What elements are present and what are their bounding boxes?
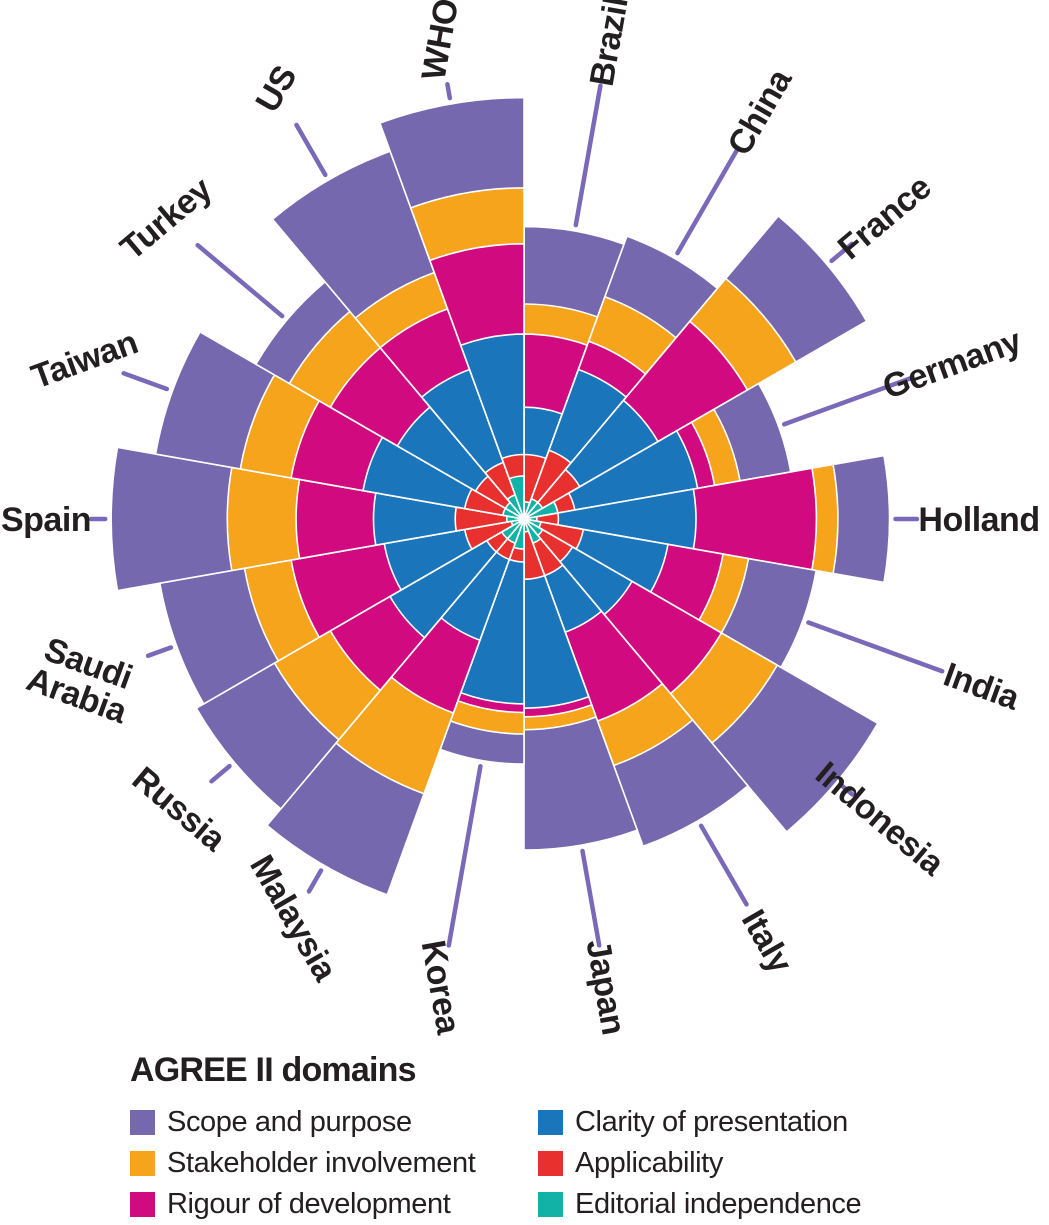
applicability-swatch-icon <box>538 1151 563 1176</box>
leader-line-taiwan <box>121 371 170 392</box>
leader-line-italy <box>698 823 749 907</box>
legend-label: Stakeholder involvement <box>167 1147 476 1179</box>
sector-indonesia <box>523 518 879 833</box>
leader-line-india <box>806 620 945 674</box>
sector-saudi-arabia <box>159 518 525 705</box>
leader-line-japan <box>580 848 602 948</box>
leader-line-russia <box>209 763 232 784</box>
leader-line-france <box>829 241 855 264</box>
leader-line-germany <box>781 375 915 427</box>
country-label-who: WHO <box>415 0 467 83</box>
country-label-japan: Japan <box>578 937 632 1038</box>
legend-item-scope-and-purpose: Scope and purpose <box>130 1102 538 1143</box>
sector-korea <box>439 518 525 765</box>
legend: AGREE II domains Scope and purpose Stake… <box>130 1050 990 1225</box>
legend-title: AGREE II domains <box>130 1051 417 1089</box>
rigour-of-development-swatch-icon <box>130 1192 155 1217</box>
country-label-malaysia: Malaysia <box>242 849 345 989</box>
legend-label: Editorial independence <box>575 1188 862 1220</box>
legend-label: Clarity of presentation <box>575 1106 848 1138</box>
country-label-spain: Spain <box>1 501 91 539</box>
country-label-china: China <box>720 62 800 162</box>
stakeholder-involvement-swatch-icon <box>130 1151 155 1176</box>
country-label-india: India <box>939 656 1026 719</box>
leader-line-who <box>445 82 453 101</box>
sector-us <box>271 150 525 520</box>
leader-line-korea <box>446 764 483 948</box>
leader-line-turkey <box>195 242 285 319</box>
rose-chart: Brazil China France Germany Holland India Indo… <box>1 0 1040 1038</box>
editorial-independence-swatch-icon <box>538 1192 563 1217</box>
leader-line-malaysia <box>306 868 324 894</box>
legend-label: Rigour of development <box>167 1188 451 1220</box>
sector-france <box>523 215 868 520</box>
sector-spain <box>110 446 525 592</box>
sector-japan <box>523 518 639 851</box>
country-label-korea: Korea <box>414 937 468 1038</box>
country-label-saudi-arabia: SaudiArabia <box>22 628 145 731</box>
country-label-taiwan: Taiwan <box>26 323 142 396</box>
legend-grid: Scope and purpose Stakeholder involvemen… <box>130 1102 990 1225</box>
scope-and-purpose-swatch-icon <box>130 1110 155 1135</box>
sector-china <box>523 235 719 520</box>
country-label-indonesia: Indonesia <box>808 755 952 884</box>
legend-item-stakeholder-involvement: Stakeholder involvement <box>130 1143 538 1184</box>
country-label-brazil: Brazil <box>583 0 636 89</box>
leader-line-saudi-arabia <box>145 645 174 659</box>
wedge-who-editorial-independence <box>508 475 525 520</box>
legend-label: Applicability <box>575 1147 723 1179</box>
sector-brazil <box>523 225 625 520</box>
sector-india <box>523 518 817 669</box>
sector-germany <box>523 382 792 520</box>
legend-item-editorial-independence: Editorial independence <box>538 1184 990 1225</box>
country-label-us: US <box>248 60 304 119</box>
sector-holland <box>523 454 891 584</box>
legend-label: Scope and purpose <box>167 1106 412 1138</box>
leader-line-china <box>675 146 741 256</box>
sector-turkey <box>255 281 525 520</box>
legend-item-applicability: Applicability <box>538 1143 990 1184</box>
country-label-italy: Italy <box>734 903 800 979</box>
country-label-holland: Holland <box>918 501 1039 539</box>
sector-italy <box>523 518 749 848</box>
leader-line-indonesia <box>839 783 855 797</box>
leader-line-brazil <box>573 83 603 228</box>
sector-russia <box>195 518 525 810</box>
legend-item-rigour-of-development: Rigour of development <box>130 1184 538 1225</box>
country-label-germany: Germany <box>878 322 1027 407</box>
country-label-france: France <box>831 168 939 267</box>
legend-item-clarity-of-presentation: Clarity of presentation <box>538 1102 990 1143</box>
leader-line-us <box>294 122 328 178</box>
clarity-of-presentation-swatch-icon <box>538 1110 563 1135</box>
sector-who <box>379 96 525 520</box>
